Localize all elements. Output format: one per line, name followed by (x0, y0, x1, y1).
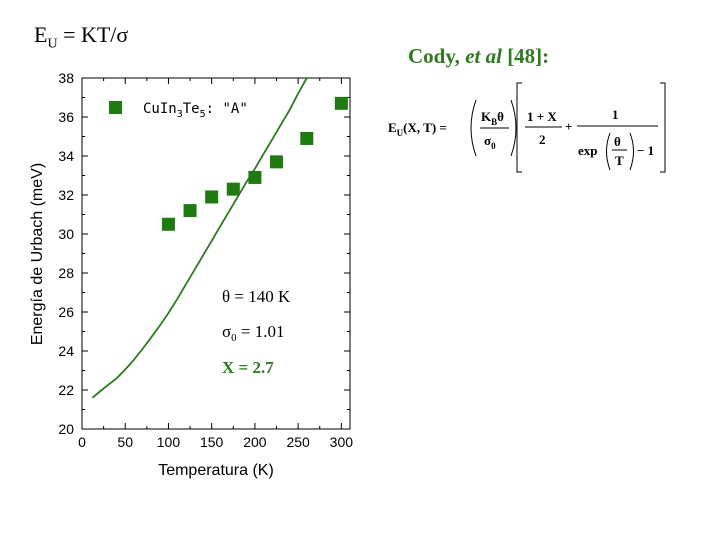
eq-minus1: − 1 (637, 143, 654, 158)
eq-exp-paren-left (606, 132, 611, 171)
eq-num1: 1 + X (527, 109, 557, 124)
formula-rest: = KT/σ (57, 22, 129, 47)
data-point (248, 170, 262, 184)
cody-etal: et al (465, 44, 502, 68)
y-tick-label: 26 (58, 304, 74, 320)
legend-label: CuIn3Te5: "A" (143, 101, 248, 120)
eq-sigma0: σ0 (484, 133, 496, 151)
formula-main: E (34, 22, 48, 47)
data-point (226, 182, 240, 196)
eq-den1: 2 (539, 132, 546, 147)
y-tick-label: 28 (58, 265, 74, 281)
y-tick-label: 30 (58, 226, 74, 242)
urbach-formula: EU = KT/σ (34, 22, 128, 52)
fit-curve-group (91, 77, 308, 399)
y-tick-label: 34 (58, 148, 74, 164)
formula-sub: U (47, 36, 58, 52)
eq-paren-right (510, 99, 517, 157)
data-point (161, 217, 175, 231)
data-point (300, 131, 314, 145)
plot-frame (81, 77, 351, 430)
eq-num2: 1 (612, 107, 619, 122)
data-point (334, 96, 348, 110)
data-point (183, 204, 197, 218)
legend: CuIn3Te5: "A" (109, 101, 248, 120)
fit-curve (91, 77, 308, 399)
sigma-annotation: σ0 = 1.01 (222, 322, 285, 344)
eq-exp: exp (578, 143, 598, 158)
eq-paren-left (470, 99, 477, 157)
y-tick-label: 32 (58, 187, 74, 203)
theta-annotation: θ = 140 K (222, 287, 291, 306)
x-axis-title: Temperatura (K) (158, 462, 274, 479)
cody-reference-title: Cody, et al [48]: (408, 44, 549, 69)
x-tick-label: 50 (117, 434, 133, 450)
x-annotation: X = 2.7 (222, 358, 274, 377)
y-tick-label: 22 (58, 382, 74, 398)
y-tick-label: 38 (58, 70, 74, 86)
eq-plus: + (565, 119, 572, 134)
cody-equation: EU(X, T) = KBθ σ0 1 + X 2 + 1 exp θ T − … (388, 82, 666, 173)
eq-lhs: EU(X, T) = (388, 120, 447, 138)
x-tick-label: 200 (243, 434, 267, 450)
x-tick-label: 250 (286, 434, 310, 450)
eq-T: T (615, 153, 624, 168)
x-tick-label: 0 (78, 434, 86, 450)
eq-exp-paren-right (629, 132, 634, 171)
x-tick-label: 300 (330, 434, 354, 450)
y-tick-label: 24 (58, 343, 74, 359)
y-tick-label: 36 (58, 109, 74, 125)
x-tick-label: 100 (157, 434, 181, 450)
legend-marker (109, 101, 122, 114)
cody-name: Cody, (408, 44, 466, 68)
tick-labels: 0 50 100 150 200 250 300 20 22 24 26 28 30 32 34 36 38 (58, 70, 353, 450)
data-point (270, 155, 284, 169)
x-tick-label: 150 (200, 434, 224, 450)
cody-ref: [48]: (501, 44, 550, 68)
eq-bracket-left (516, 82, 522, 173)
y-axis-title: Energía de Urbach (meV) (29, 163, 46, 345)
eq-kb-theta: KBθ (481, 109, 504, 127)
y-tick-label: 20 (58, 421, 74, 437)
eq-bracket-right (660, 82, 666, 173)
eq-theta2: θ (614, 134, 621, 149)
axis-ticks (81, 77, 350, 430)
data-point (205, 190, 219, 204)
data-markers-group (161, 96, 348, 231)
